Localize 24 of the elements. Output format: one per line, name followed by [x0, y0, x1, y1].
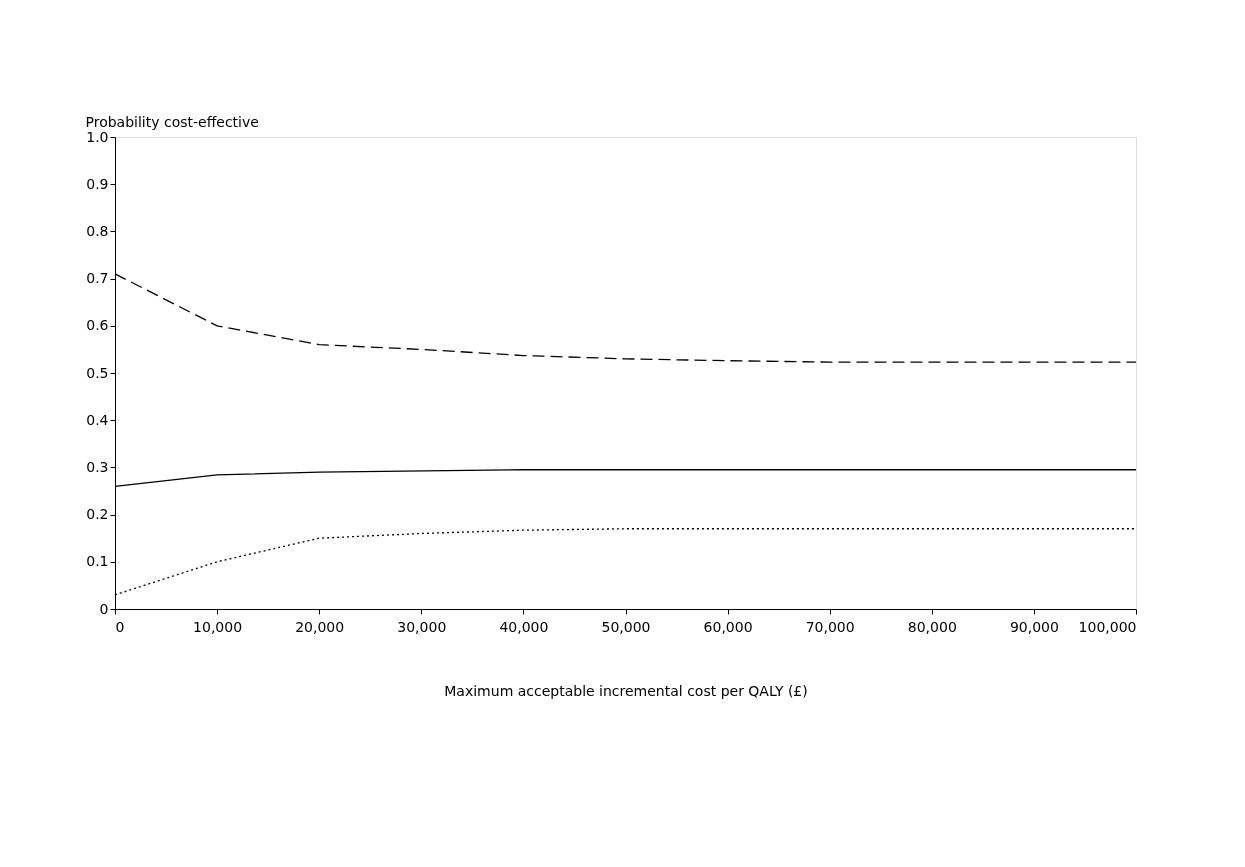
x-tick-label: 50,000: [601, 618, 651, 635]
y-tick-label: 0.2: [86, 506, 109, 523]
y-tick-label: 0.6: [86, 317, 109, 334]
x-tick-label: 10,000: [193, 618, 243, 635]
y-tick-label: 0.7: [86, 270, 109, 287]
y-tick-label: 0: [99, 600, 109, 617]
y-tick-label: 0.9: [86, 175, 109, 192]
y-axis-title: Probability cost-effective: [85, 113, 259, 130]
y-tick-label: 0.1: [86, 553, 109, 570]
x-tick-label: 20,000: [295, 618, 345, 635]
y-tick-label: 0.4: [86, 411, 109, 428]
y-tick-label: 0.3: [86, 458, 109, 475]
x-tick-label: 40,000: [499, 618, 549, 635]
y-tick-label: 1.0: [86, 128, 109, 145]
x-tick-label: 70,000: [805, 618, 855, 635]
x-tick-label: 90,000: [1009, 618, 1059, 635]
x-tick-label: 80,000: [907, 618, 957, 635]
x-tick-label: 30,000: [397, 618, 447, 635]
x-axis-title: Maximum acceptable incremental cost per QALY (£): [444, 682, 808, 699]
x-tick-label: 0: [115, 618, 125, 635]
y-tick-label: 0.5: [86, 364, 109, 381]
x-tick-label: 100,000: [1078, 618, 1137, 635]
y-tick-label: 0.8: [86, 222, 109, 239]
x-tick-label: 60,000: [703, 618, 753, 635]
